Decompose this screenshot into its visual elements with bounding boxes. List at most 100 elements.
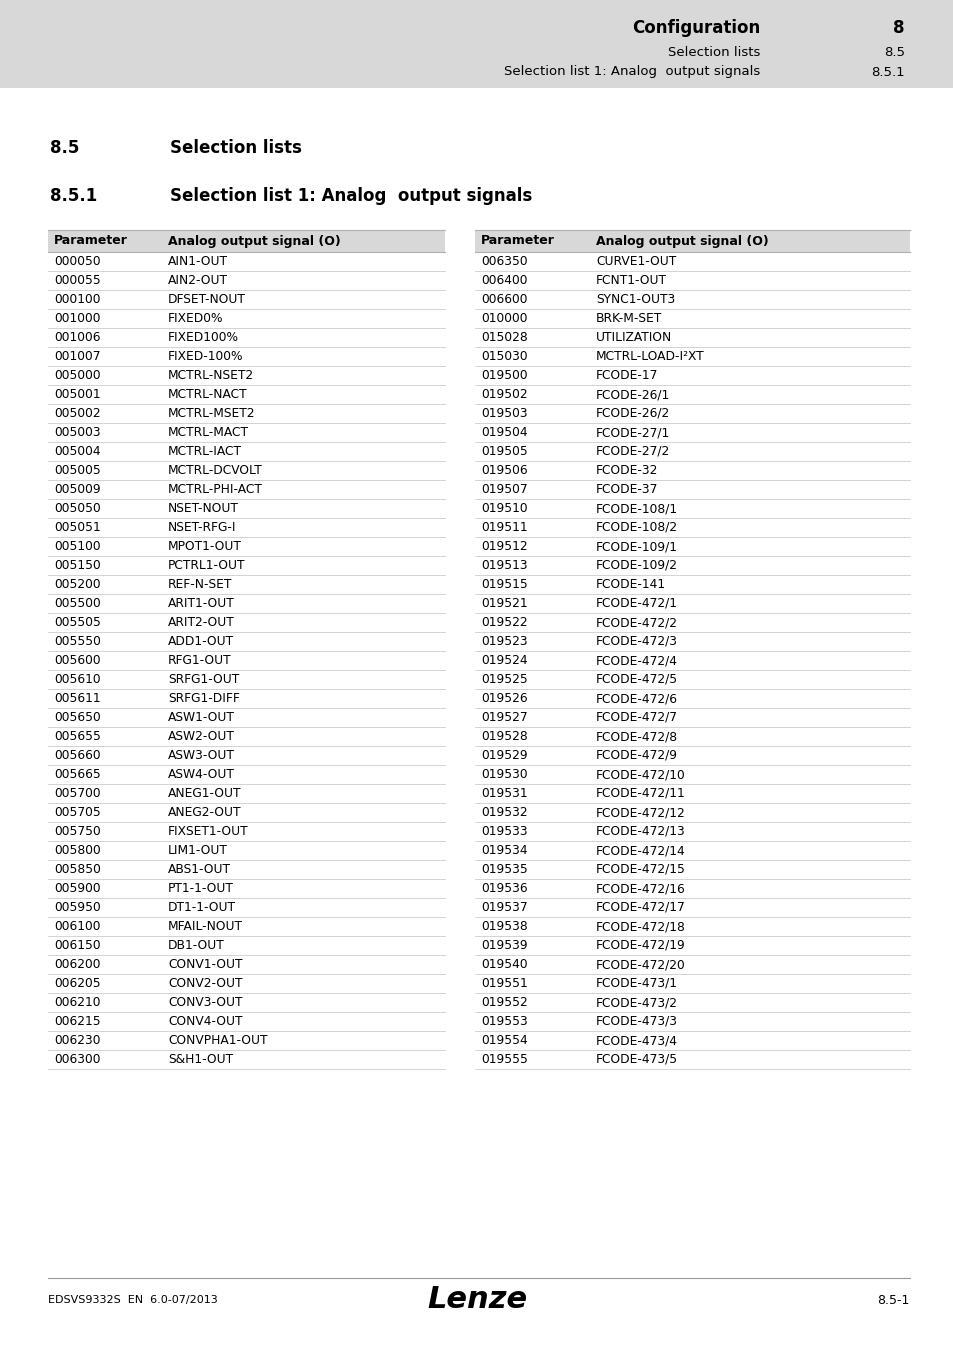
Text: SRFG1-OUT: SRFG1-OUT — [168, 674, 239, 686]
Text: FIXED0%: FIXED0% — [168, 312, 223, 325]
Text: FCODE-472/11: FCODE-472/11 — [596, 787, 685, 801]
Text: FCODE-32: FCODE-32 — [596, 464, 658, 477]
Text: CURVE1-OUT: CURVE1-OUT — [596, 255, 676, 269]
Text: Analog output signal (O): Analog output signal (O) — [596, 235, 768, 247]
Text: 019505: 019505 — [480, 446, 527, 458]
Text: FCODE-108/1: FCODE-108/1 — [596, 502, 678, 514]
Text: 019524: 019524 — [480, 653, 527, 667]
Text: FCODE-473/3: FCODE-473/3 — [596, 1015, 678, 1027]
Text: PCTRL1-OUT: PCTRL1-OUT — [168, 559, 245, 572]
Text: FCODE-472/8: FCODE-472/8 — [596, 730, 678, 742]
Text: 019531: 019531 — [480, 787, 527, 801]
Text: FCODE-472/6: FCODE-472/6 — [596, 693, 678, 705]
Text: FCNT1-OUT: FCNT1-OUT — [596, 274, 666, 288]
Text: Parameter: Parameter — [54, 235, 128, 247]
Text: DFSET-NOUT: DFSET-NOUT — [168, 293, 246, 306]
Text: 005004: 005004 — [54, 446, 100, 458]
Text: 005200: 005200 — [54, 578, 100, 591]
Text: 015030: 015030 — [480, 350, 527, 363]
Text: 005050: 005050 — [54, 502, 101, 514]
Text: 8.5: 8.5 — [883, 46, 904, 58]
Text: FCODE-26/2: FCODE-26/2 — [596, 406, 670, 420]
Text: FCODE-17: FCODE-17 — [596, 369, 658, 382]
Text: 019551: 019551 — [480, 977, 527, 990]
Text: 005600: 005600 — [54, 653, 100, 667]
Text: FCODE-472/12: FCODE-472/12 — [596, 806, 685, 819]
Text: 019504: 019504 — [480, 427, 527, 439]
Text: 006200: 006200 — [54, 958, 100, 971]
Text: 005150: 005150 — [54, 559, 101, 572]
Text: 019521: 019521 — [480, 597, 527, 610]
Text: S&H1-OUT: S&H1-OUT — [168, 1053, 233, 1066]
Text: 019511: 019511 — [480, 521, 527, 535]
Text: 005705: 005705 — [54, 806, 101, 819]
Text: FCODE-27/2: FCODE-27/2 — [596, 446, 670, 458]
Text: FCODE-472/10: FCODE-472/10 — [596, 768, 685, 782]
Text: NSET-NOUT: NSET-NOUT — [168, 502, 238, 514]
Text: FCODE-473/2: FCODE-473/2 — [596, 996, 678, 1008]
Text: 8: 8 — [893, 19, 904, 36]
Text: ASW1-OUT: ASW1-OUT — [168, 711, 234, 724]
Text: FCODE-141: FCODE-141 — [596, 578, 665, 591]
Text: 019535: 019535 — [480, 863, 527, 876]
Text: MCTRL-LOAD-I²XT: MCTRL-LOAD-I²XT — [596, 350, 704, 363]
Text: MCTRL-DCVOLT: MCTRL-DCVOLT — [168, 464, 262, 477]
Text: FCODE-472/2: FCODE-472/2 — [596, 616, 678, 629]
Text: Parameter: Parameter — [480, 235, 555, 247]
Text: 8.5-1: 8.5-1 — [877, 1293, 909, 1307]
Text: DT1-1-OUT: DT1-1-OUT — [168, 900, 235, 914]
Text: REF-N-SET: REF-N-SET — [168, 578, 233, 591]
Text: DB1-OUT: DB1-OUT — [168, 940, 225, 952]
Text: Selection lists: Selection lists — [667, 46, 760, 58]
Text: 019538: 019538 — [480, 919, 527, 933]
Text: ABS1-OUT: ABS1-OUT — [168, 863, 231, 876]
Text: ASW2-OUT: ASW2-OUT — [168, 730, 234, 742]
Text: Configuration: Configuration — [631, 19, 760, 36]
Text: CONVPHA1-OUT: CONVPHA1-OUT — [168, 1034, 267, 1048]
Text: Selection list 1: Analog  output signals: Selection list 1: Analog output signals — [503, 66, 760, 78]
Text: FCODE-472/9: FCODE-472/9 — [596, 749, 678, 761]
Text: 005750: 005750 — [54, 825, 101, 838]
Text: 006600: 006600 — [480, 293, 527, 306]
Text: FCODE-472/16: FCODE-472/16 — [596, 882, 685, 895]
Text: 006100: 006100 — [54, 919, 100, 933]
Text: 005650: 005650 — [54, 711, 101, 724]
Text: 019526: 019526 — [480, 693, 527, 705]
Text: FCODE-472/4: FCODE-472/4 — [596, 653, 678, 667]
Text: ANEG1-OUT: ANEG1-OUT — [168, 787, 241, 801]
Text: 019525: 019525 — [480, 674, 527, 686]
Text: 005660: 005660 — [54, 749, 100, 761]
Text: FCODE-472/19: FCODE-472/19 — [596, 940, 685, 952]
Text: 005850: 005850 — [54, 863, 101, 876]
Text: FIXED100%: FIXED100% — [168, 331, 239, 344]
Text: FIXSET1-OUT: FIXSET1-OUT — [168, 825, 249, 838]
Text: CONV3-OUT: CONV3-OUT — [168, 996, 242, 1008]
Text: RFG1-OUT: RFG1-OUT — [168, 653, 232, 667]
Text: 005003: 005003 — [54, 427, 100, 439]
Text: BRK-M-SET: BRK-M-SET — [596, 312, 661, 325]
Text: FCODE-473/4: FCODE-473/4 — [596, 1034, 678, 1048]
Text: FCODE-472/15: FCODE-472/15 — [596, 863, 685, 876]
Text: 019502: 019502 — [480, 387, 527, 401]
Text: 005665: 005665 — [54, 768, 101, 782]
Text: FCODE-472/17: FCODE-472/17 — [596, 900, 685, 914]
Text: 005505: 005505 — [54, 616, 101, 629]
Text: FCODE-472/1: FCODE-472/1 — [596, 597, 678, 610]
Text: 005550: 005550 — [54, 634, 101, 648]
Text: 019553: 019553 — [480, 1015, 527, 1027]
Bar — [0, 0, 953, 88]
Text: 019539: 019539 — [480, 940, 527, 952]
Text: 019515: 019515 — [480, 578, 527, 591]
Text: FCODE-108/2: FCODE-108/2 — [596, 521, 678, 535]
Text: 019512: 019512 — [480, 540, 527, 553]
Text: 019503: 019503 — [480, 406, 527, 420]
Text: 006300: 006300 — [54, 1053, 100, 1066]
Text: 019533: 019533 — [480, 825, 527, 838]
Text: UTILIZATION: UTILIZATION — [596, 331, 672, 344]
Text: 019552: 019552 — [480, 996, 527, 1008]
Text: 019536: 019536 — [480, 882, 527, 895]
Text: ARIT1-OUT: ARIT1-OUT — [168, 597, 234, 610]
Text: FCODE-472/5: FCODE-472/5 — [596, 674, 678, 686]
Text: Lenze: Lenze — [427, 1285, 526, 1315]
Text: 006215: 006215 — [54, 1015, 100, 1027]
